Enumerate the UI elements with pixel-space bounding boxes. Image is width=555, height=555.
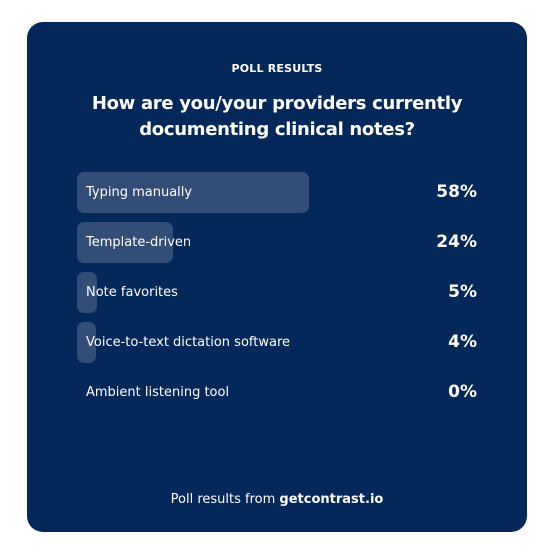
poll-bar xyxy=(77,322,96,363)
poll-option-label: Template-driven xyxy=(86,235,192,250)
poll-card: POLL RESULTS How are you/your providers … xyxy=(27,22,527,532)
footer-brand: getcontrast.io xyxy=(279,492,384,507)
poll-row: Template-driven 24% xyxy=(77,222,477,263)
poll-option-label: Typing manually xyxy=(86,185,193,200)
poll-footer: Poll results from getcontrast.io xyxy=(27,492,527,507)
poll-question: How are you/your providers currently doc… xyxy=(91,93,463,140)
poll-option-label: Voice-to-text dictation software xyxy=(86,335,290,350)
poll-results-chart: Typing manually 58% Template-driven 24% Note… xyxy=(77,172,477,422)
poll-eyebrow: POLL RESULTS xyxy=(231,62,323,75)
poll-option-label: Note favorites xyxy=(86,285,178,300)
poll-percentage: 4% xyxy=(448,332,477,352)
poll-bar xyxy=(77,272,97,313)
poll-percentage: 0% xyxy=(448,382,477,402)
poll-row: Typing manually 58% xyxy=(77,172,477,213)
poll-bar xyxy=(77,172,309,213)
poll-row: Note favorites 5% xyxy=(77,272,477,313)
poll-percentage: 5% xyxy=(448,282,477,302)
poll-row: Ambient listening tool 0% xyxy=(77,372,477,413)
poll-percentage: 58% xyxy=(436,182,477,202)
poll-bar xyxy=(77,222,173,263)
poll-percentage: 24% xyxy=(436,232,477,252)
poll-option-label: Ambient listening tool xyxy=(86,385,230,400)
poll-row: Voice-to-text dictation software 4% xyxy=(77,322,477,363)
footer-prefix: Poll results from xyxy=(170,492,276,507)
